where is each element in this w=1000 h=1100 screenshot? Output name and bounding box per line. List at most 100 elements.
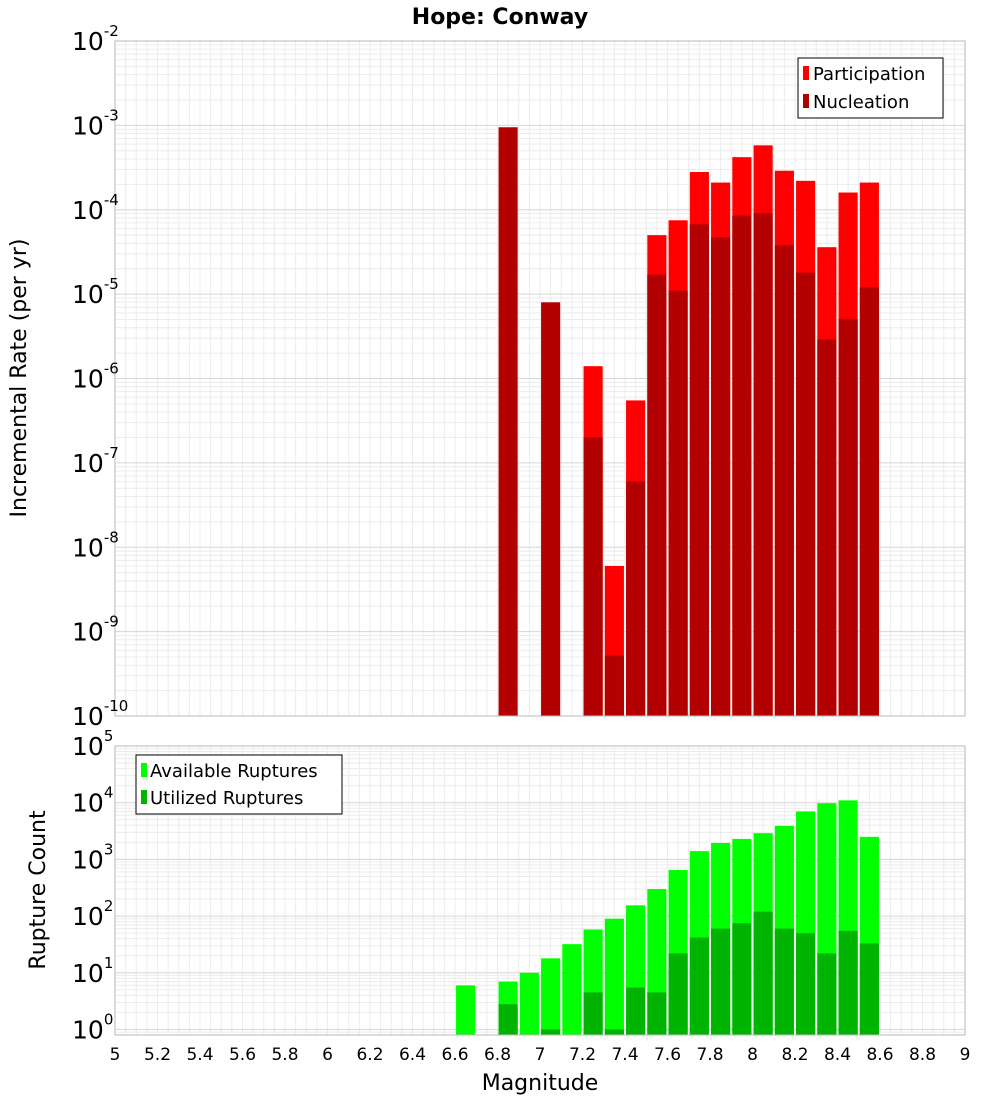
legend-label-available: Available Ruptures xyxy=(150,761,318,782)
bar-utilized-ruptures xyxy=(732,923,752,1035)
bar-nucleation xyxy=(647,274,667,716)
count-y-tick-label: 101 xyxy=(72,954,113,988)
count-y-axis-label: Rupture Count xyxy=(26,810,51,970)
bar-nucleation xyxy=(626,481,646,716)
x-axis-label: Magnitude xyxy=(482,1071,599,1096)
count-y-tick-label: 100 xyxy=(72,1011,113,1045)
bar-available-ruptures xyxy=(519,972,539,1035)
bar-utilized-ruptures xyxy=(859,943,879,1035)
bar-utilized-ruptures xyxy=(626,987,646,1035)
legend-swatch-available xyxy=(141,763,147,777)
x-tick-label: 6.2 xyxy=(356,1045,383,1065)
count-y-tick-label: 103 xyxy=(72,840,113,874)
bar-available-ruptures xyxy=(562,944,582,1035)
rate-y-tick-label: 10-2 xyxy=(72,22,119,56)
bar-nucleation xyxy=(604,655,624,716)
rate-y-axis-label: Incremental Rate (per yr) xyxy=(7,239,32,518)
bar-available-ruptures xyxy=(541,958,561,1035)
bar-utilized-ruptures xyxy=(753,911,773,1035)
rate-y-tick-label: 10-5 xyxy=(72,275,119,309)
legend-swatch-nucleation xyxy=(803,94,809,108)
bar-nucleation xyxy=(498,127,518,716)
legend-swatch-participation xyxy=(803,66,809,80)
bar-nucleation xyxy=(774,245,794,717)
x-tick-label: 7 xyxy=(535,1045,546,1065)
x-tick-label: 8.4 xyxy=(824,1045,851,1065)
x-tick-label: 8.2 xyxy=(781,1045,808,1065)
x-tick-label: 6.8 xyxy=(484,1045,511,1065)
count-plot-frame xyxy=(114,745,966,1036)
bar-nucleation xyxy=(668,290,688,716)
rate-legend-box xyxy=(797,57,944,119)
bar-utilized-ruptures xyxy=(774,928,794,1035)
x-tick-label: 5 xyxy=(110,1045,121,1065)
count-y-tick-label: 104 xyxy=(72,784,113,818)
count-y-tick-label: 105 xyxy=(72,727,113,761)
bar-utilized-ruptures xyxy=(498,1004,518,1035)
rate-panel: 10-10 10-9 10-8 10-7 10-6 10-5 10-4 10-3 10-2 In… xyxy=(7,22,966,731)
rate-y-ticks: 10-10 10-9 10-8 10-7 10-6 10-5 10-4 10-3 10-2 xyxy=(72,22,128,731)
bar-utilized-ruptures xyxy=(689,937,709,1035)
rate-y-tick-label: 10-4 xyxy=(72,191,119,225)
bar-utilized-ruptures xyxy=(604,1029,624,1035)
bar-utilized-ruptures xyxy=(647,992,667,1035)
x-tick-label: 7.6 xyxy=(654,1045,681,1065)
x-ticks: 5 5.2 5.4 5.6 5.8 6 6.2 6.4 6.6 6.8 7 7.2 7.4 7.6 7.8 8… xyxy=(110,1045,971,1065)
bar-nucleation xyxy=(711,237,731,716)
legend-label-participation: Participation xyxy=(813,64,925,85)
x-tick-label: 7.4 xyxy=(611,1045,638,1065)
legend-label-nucleation: Nucleation xyxy=(813,92,909,113)
bar-utilized-ruptures xyxy=(711,928,731,1035)
x-tick-label: 5.8 xyxy=(271,1045,298,1065)
bar-available-ruptures xyxy=(456,985,476,1035)
x-tick-label: 5.6 xyxy=(229,1045,256,1065)
count-y-tick-label: 102 xyxy=(72,897,113,931)
bar-nucleation xyxy=(583,437,603,716)
rate-y-tick-label: 10-8 xyxy=(72,528,119,562)
bar-nucleation xyxy=(753,213,773,717)
x-tick-label: 6.4 xyxy=(399,1045,426,1065)
count-y-ticks: 100 101 102 103 104 105 xyxy=(72,727,113,1045)
legend-label-utilized: Utilized Ruptures xyxy=(150,788,303,809)
rate-bars xyxy=(498,127,879,717)
x-tick-label: 8.6 xyxy=(866,1045,893,1065)
chart-title: Hope: Conway xyxy=(412,5,588,30)
rate-y-tick-label: 10-9 xyxy=(72,613,119,647)
count-panel: 100 101 102 103 104 105 5 5.2 5.4 5.6 5.8 6 6.2 6.4 6… xyxy=(26,727,970,1096)
count-legend-box xyxy=(135,754,343,815)
bar-utilized-ruptures xyxy=(817,953,837,1035)
bar-nucleation xyxy=(838,318,858,716)
x-tick-label: 7.2 xyxy=(569,1045,596,1065)
x-tick-label: 6 xyxy=(322,1045,333,1065)
x-tick-label: 5.2 xyxy=(144,1045,171,1065)
bar-available-ruptures xyxy=(604,918,624,1035)
x-tick-label: 9 xyxy=(960,1045,971,1065)
rate-plot-frame xyxy=(114,40,966,717)
bar-utilized-ruptures xyxy=(668,953,688,1035)
bar-utilized-ruptures xyxy=(796,933,816,1035)
legend-swatch-utilized xyxy=(141,790,147,804)
bar-nucleation xyxy=(732,215,752,717)
rate-y-tick-label: 10-3 xyxy=(72,106,119,140)
count-bars xyxy=(456,800,879,1035)
x-tick-label: 5.4 xyxy=(186,1045,213,1065)
bar-nucleation xyxy=(689,224,709,717)
count-legend: Available Ruptures Utilized Ruptures xyxy=(135,754,343,815)
bar-nucleation xyxy=(817,339,837,716)
rate-legend: Participation Nucleation xyxy=(797,57,944,119)
rate-y-tick-label: 10-7 xyxy=(72,444,119,478)
rate-y-tick-label: 10-10 xyxy=(72,697,128,731)
rate-y-tick-label: 10-6 xyxy=(72,360,119,394)
bar-utilized-ruptures xyxy=(541,1029,561,1035)
bar-nucleation xyxy=(796,272,816,716)
rate-grid xyxy=(115,41,965,717)
bar-utilized-ruptures xyxy=(838,930,858,1035)
x-tick-label: 8 xyxy=(747,1045,758,1065)
x-tick-label: 6.6 xyxy=(441,1045,468,1065)
bar-nucleation xyxy=(859,287,879,716)
bar-utilized-ruptures xyxy=(583,992,603,1035)
x-tick-label: 7.8 xyxy=(696,1045,723,1065)
x-tick-label: 8.8 xyxy=(909,1045,936,1065)
bar-nucleation xyxy=(541,302,561,716)
